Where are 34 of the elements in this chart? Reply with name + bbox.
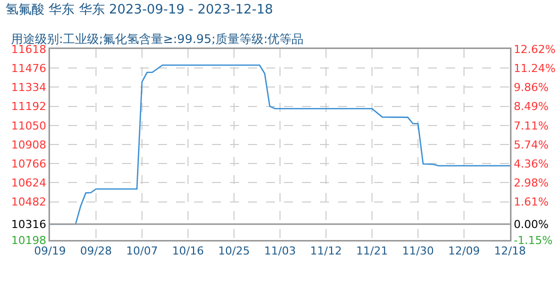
y-tick-label: 11192 bbox=[11, 100, 46, 114]
y-tick-label: 10316 bbox=[11, 218, 46, 231]
chart-title: 氢氟酸 华东 华东 2023-09-19 - 2023-12-18 bbox=[6, 2, 274, 18]
y2-tick-label: 12.62% bbox=[514, 42, 556, 56]
x-tick-label: 10/16 bbox=[172, 244, 204, 258]
x-tick-label: 09/28 bbox=[80, 244, 112, 258]
x-tick-label: 11/21 bbox=[356, 244, 388, 258]
x-tick-label: 10/07 bbox=[126, 244, 158, 258]
x-tick-label: 09/19 bbox=[34, 244, 66, 258]
y-tick-label: 11334 bbox=[11, 81, 46, 94]
y2-tick-label: 11.24% bbox=[514, 62, 556, 75]
y2-tick-label: 1.61% bbox=[514, 196, 549, 209]
y-tick-label: 10198 bbox=[11, 234, 46, 247]
y-tick-label: 10624 bbox=[11, 176, 46, 190]
x-tick-label: 12/18 bbox=[494, 244, 526, 258]
y2-tick-label: 9.86% bbox=[514, 81, 549, 94]
y2-tick-label: 7.11% bbox=[514, 119, 549, 132]
y2-tick-label: 5.74% bbox=[514, 138, 549, 152]
y-tick-label: 11476 bbox=[11, 62, 46, 75]
y-tick-label: 10908 bbox=[11, 138, 46, 152]
x-tick-label: 11/12 bbox=[310, 244, 342, 258]
chart-subtitle: 用途级别:工业级;氟化氢含量≥:99.95;质量等级:优等品 bbox=[11, 32, 304, 46]
x-tick-label: 10/25 bbox=[218, 244, 250, 258]
y-tick-label: 11050 bbox=[11, 119, 46, 132]
x-tick-label: 11/03 bbox=[264, 244, 296, 258]
y-tick-label: 10766 bbox=[11, 157, 46, 170]
y-tick-label: 10482 bbox=[11, 196, 46, 209]
x-tick-label: 12/09 bbox=[448, 244, 480, 258]
y2-tick-label: -1.15% bbox=[514, 234, 553, 247]
y2-tick-label: 4.36% bbox=[514, 157, 549, 170]
y2-tick-label: 8.49% bbox=[514, 100, 549, 114]
y2-tick-label: 0.00% bbox=[514, 218, 549, 231]
y2-tick-label: 2.98% bbox=[514, 176, 549, 190]
x-tick-label: 11/30 bbox=[402, 244, 434, 258]
